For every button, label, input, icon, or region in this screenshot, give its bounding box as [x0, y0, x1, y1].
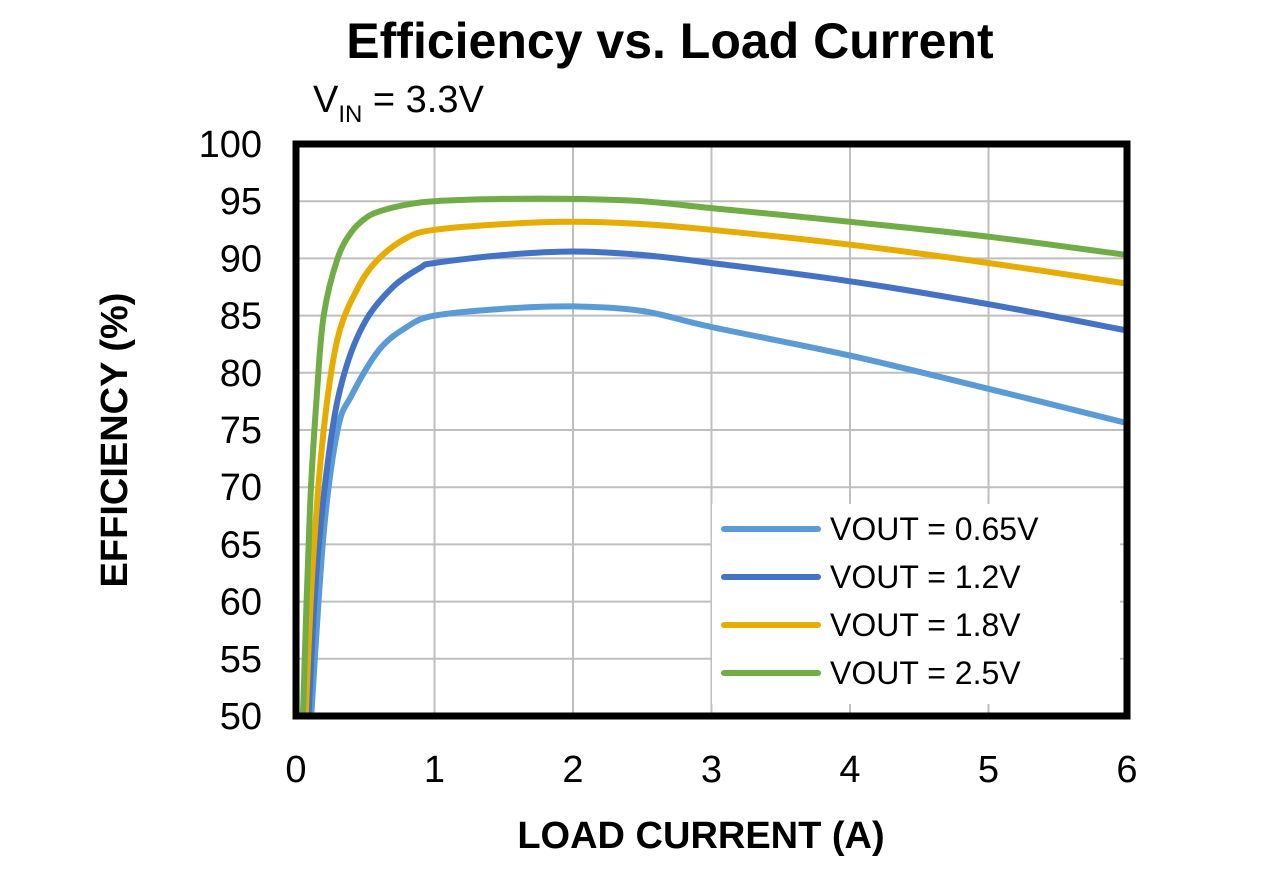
y-tick-label: 90 [220, 238, 262, 280]
chart-title: Efficiency vs. Load Current [346, 13, 994, 69]
y-tick-label: 100 [199, 124, 262, 166]
series-line-3 [302, 218, 1130, 719]
legend-label-4: VOUT = 2.5V [830, 655, 1021, 691]
legend-label-1: VOUT = 0.65V [830, 511, 1039, 547]
y-tick-label: 60 [220, 582, 262, 624]
x-tick-label: 0 [285, 749, 306, 791]
y-tick-label: 80 [220, 353, 262, 395]
legend-label-3: VOUT = 1.8V [830, 607, 1021, 643]
x-axis-label: LOAD CURRENT (A) [517, 815, 884, 857]
series-lines [299, 195, 1130, 719]
y-tick-label: 70 [220, 467, 262, 509]
series-line-1 [308, 303, 1130, 719]
y-axis-ticks: 50 55 60 65 70 75 80 85 90 95 100 [199, 124, 262, 738]
x-tick-label: 3 [701, 749, 722, 791]
x-tick-label: 2 [562, 749, 583, 791]
y-tick-label: 75 [220, 410, 262, 452]
y-tick-label: 65 [220, 524, 262, 566]
series-line-2 [305, 248, 1130, 719]
y-tick-label: 85 [220, 296, 262, 338]
legend-label-2: VOUT = 1.2V [830, 559, 1021, 595]
x-tick-label: 4 [839, 749, 860, 791]
x-tick-label: 5 [978, 749, 999, 791]
x-tick-label: 1 [424, 749, 445, 791]
y-tick-label: 95 [220, 181, 262, 223]
y-tick-label: 50 [220, 696, 262, 738]
subtitle-subscript: IN [338, 101, 362, 128]
subtitle-rest: = 3.3V [362, 79, 484, 121]
series-line-4 [299, 195, 1130, 719]
x-axis-ticks: 0 1 2 3 4 5 6 [285, 749, 1137, 791]
y-tick-label: 55 [220, 639, 262, 681]
plot-frame [292, 140, 1131, 720]
legend: VOUT = 0.65V VOUT = 1.2V VOUT = 1.8V VOUT =… [721, 511, 1039, 691]
chart-subtitle: VIN = 3.3V [313, 79, 484, 128]
subtitle-main: V [313, 79, 339, 121]
y-axis-label: EFFICIENCY (%) [94, 293, 136, 588]
x-tick-label: 6 [1116, 749, 1137, 791]
